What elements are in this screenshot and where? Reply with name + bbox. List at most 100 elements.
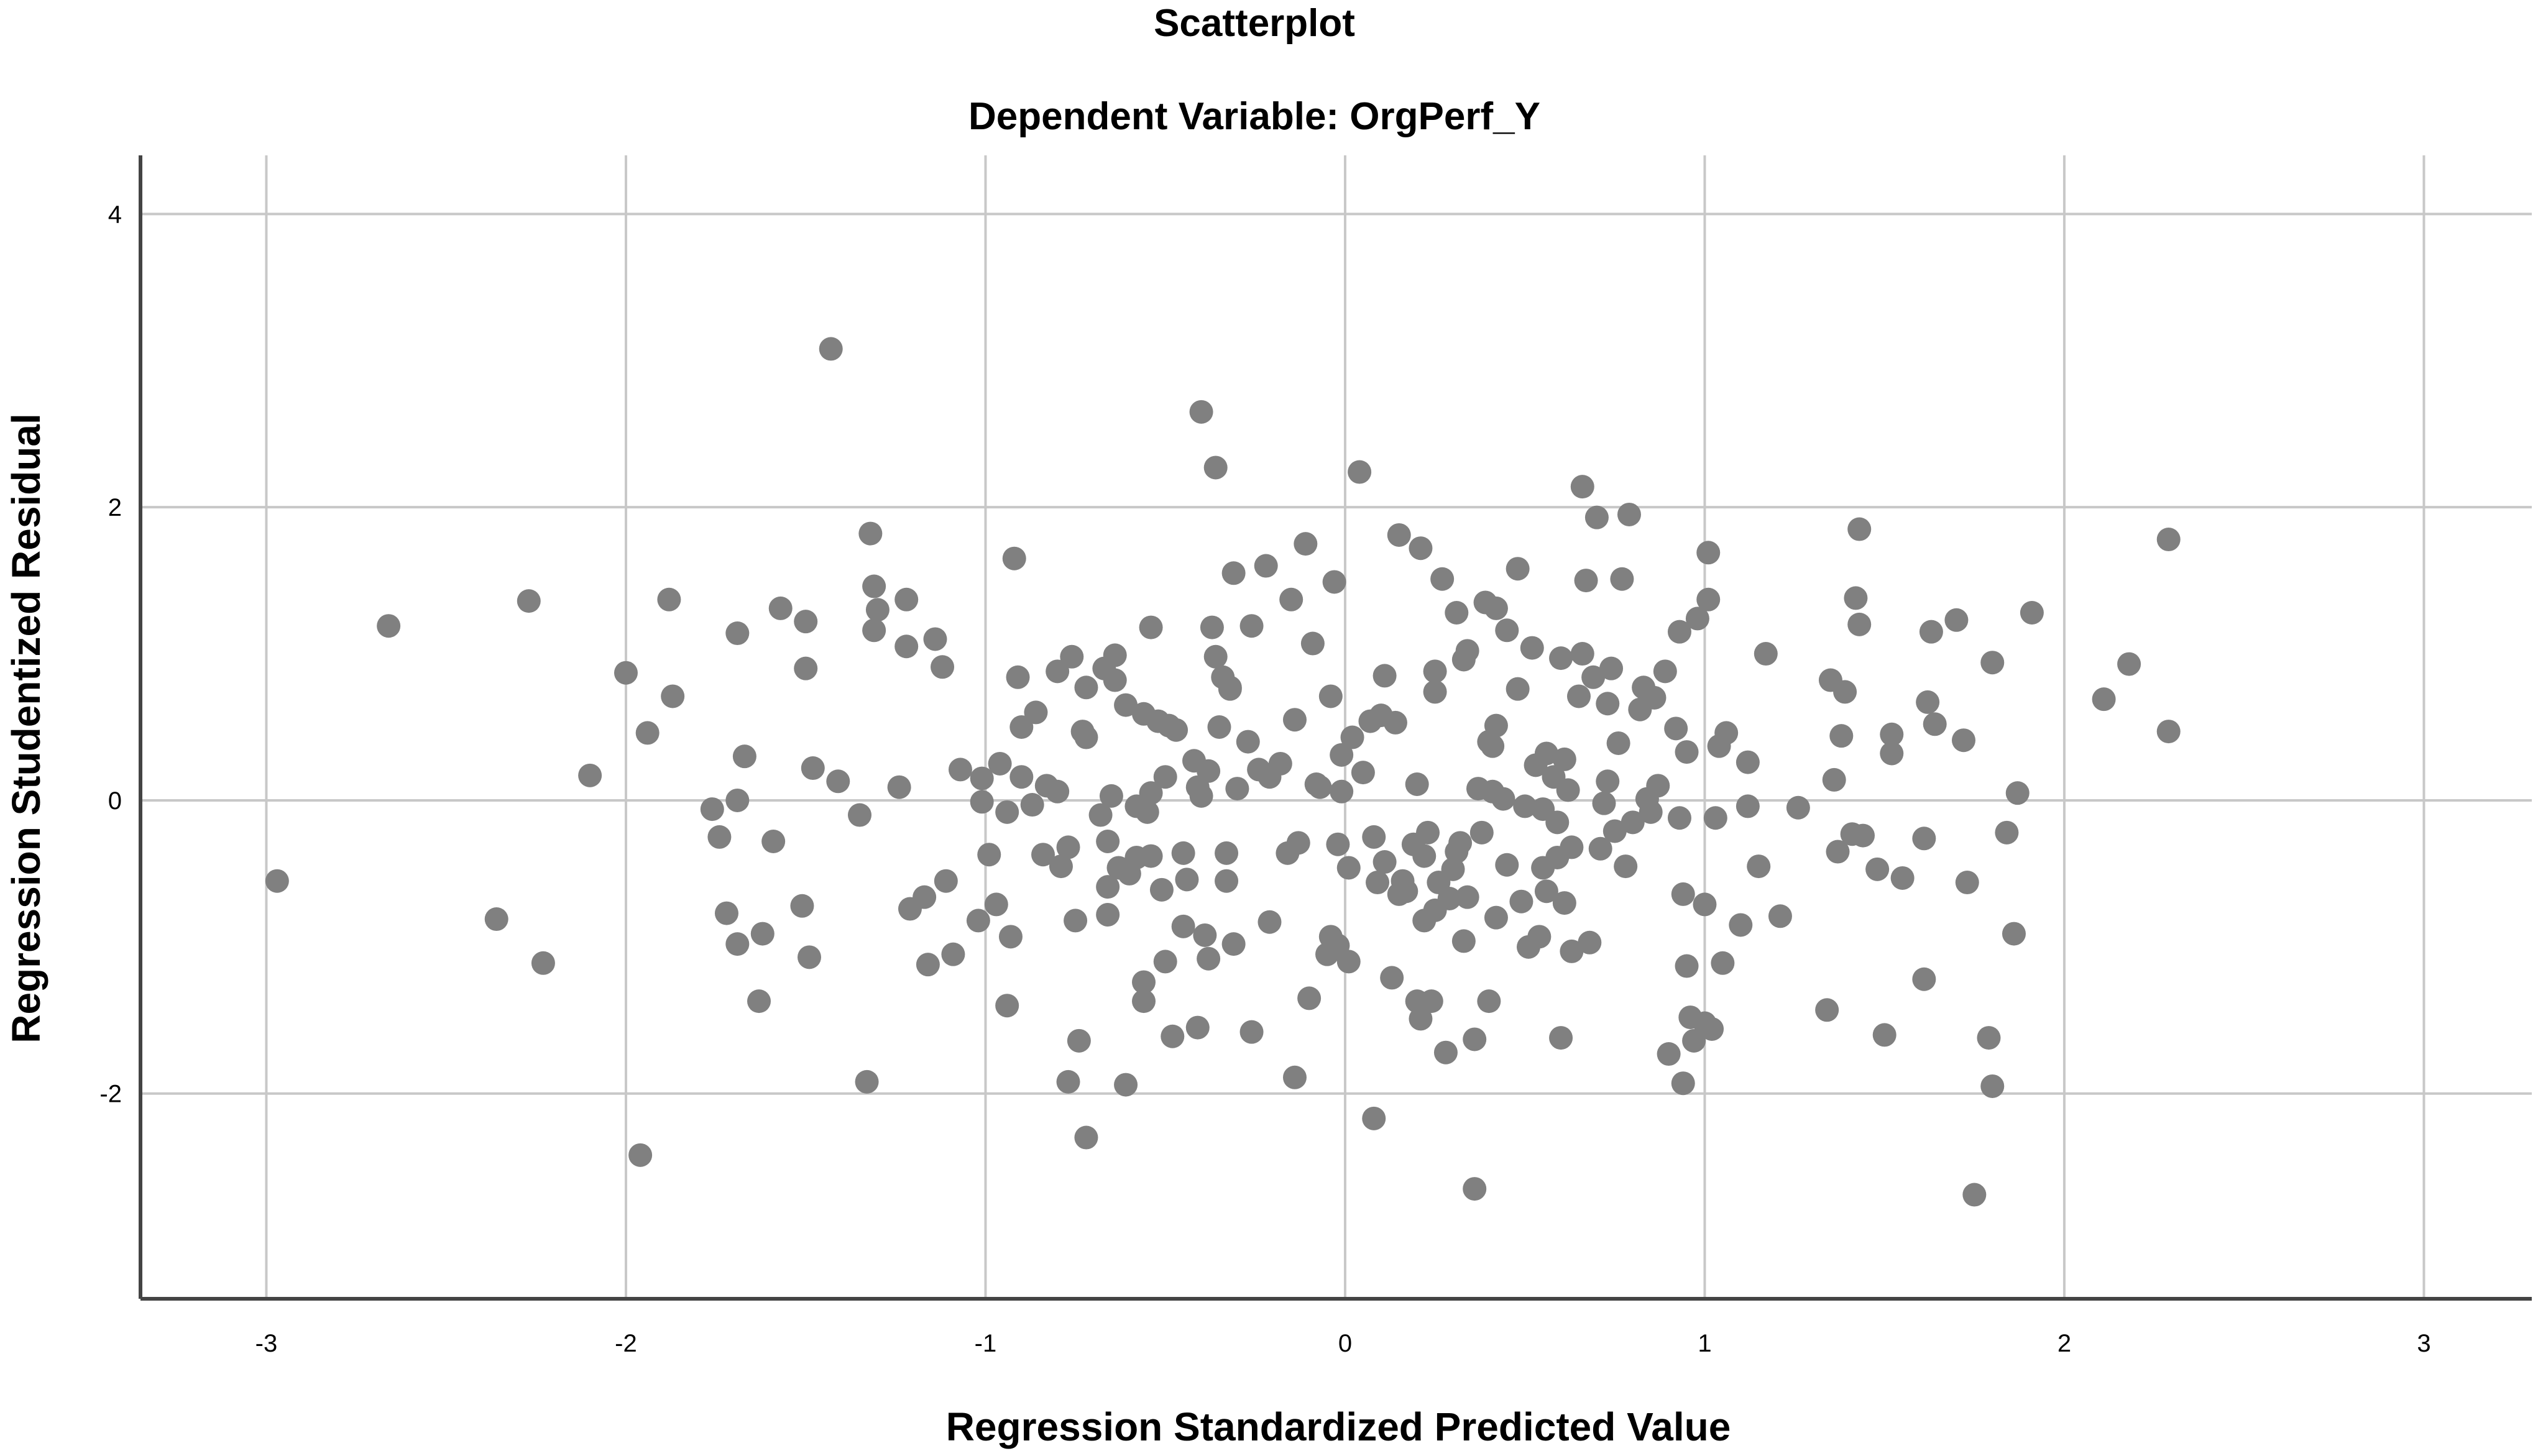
scatter-point [1423, 659, 1447, 684]
scatter-point [1560, 939, 1584, 963]
scatter-point [1455, 639, 1479, 663]
scatter-point [794, 610, 818, 634]
scatter-point [1153, 950, 1177, 974]
scatter-point [2156, 720, 2181, 744]
scatter-point [1318, 684, 1343, 708]
scatter-point [2020, 601, 2044, 625]
scatter-point [1463, 1177, 1487, 1201]
scatter-point [1653, 659, 1677, 684]
scatter-point [847, 803, 871, 827]
scatter-point [1056, 835, 1080, 859]
scatter-point [1197, 759, 1221, 783]
scatter-point [700, 797, 724, 822]
scatter-point [1074, 725, 1098, 749]
scatter-point [1606, 731, 1630, 755]
scatter-point [1880, 722, 1904, 746]
scatter-point [1197, 946, 1221, 971]
scatter-point [1980, 651, 2005, 675]
scatter-point [1581, 665, 1606, 689]
scatter-point [1336, 950, 1361, 974]
x-tick-label: -2 [615, 1330, 637, 1357]
scatter-point [1268, 751, 1292, 776]
scatter-point [1495, 618, 1519, 643]
scatter-point [1578, 930, 1602, 955]
scatter-point [1592, 791, 1616, 815]
y-axis-title: Regression Studentized Residual [4, 413, 48, 1043]
scatter-point [1448, 831, 1473, 855]
scatter-point [931, 655, 955, 679]
scatter-point [1711, 951, 1735, 975]
x-axis-title: Regression Standardized Predicted Value [946, 1404, 1731, 1449]
scatter-point [377, 614, 401, 638]
scatter-point [790, 894, 814, 918]
x-tick-label: 0 [1338, 1330, 1352, 1357]
scatter-point [1161, 1024, 1185, 1048]
scatter-point [2092, 687, 2116, 712]
scatter-point [1955, 871, 1979, 895]
scatter-point [1610, 567, 1634, 591]
scatter-point [1326, 832, 1350, 856]
scatter-point [1239, 614, 1264, 638]
scatter-point [635, 721, 660, 745]
scatter-point [1189, 400, 1213, 424]
scatter-point [1455, 885, 1479, 909]
scatter-point [1919, 620, 1943, 644]
scatter-point [747, 989, 771, 1014]
scatter-point [1088, 803, 1113, 827]
scatter-point [1409, 536, 1433, 561]
scatter-point [998, 925, 1023, 949]
scatter-point [1308, 775, 1332, 799]
scatter-point [1596, 692, 1620, 716]
scatter-point [1495, 853, 1519, 877]
scatter-point [1844, 586, 1868, 610]
scatter-point [1639, 800, 1663, 824]
scatter-point [1020, 793, 1044, 817]
scatter-point [578, 763, 602, 787]
scatter-point [1297, 986, 1322, 1010]
scatter-point [798, 945, 822, 969]
scatter-point [1865, 857, 1890, 881]
scatter-point [1693, 892, 1717, 917]
scatter-point [1009, 765, 1034, 789]
scatter-point [1729, 913, 1753, 937]
scatter-point [1682, 1028, 1706, 1053]
scatter-point [1441, 857, 1465, 881]
scatter-point [1484, 596, 1508, 620]
y-tick-label: 2 [108, 494, 122, 521]
scatter-point [855, 1069, 879, 1094]
x-tick-label: -1 [975, 1330, 997, 1357]
scatter-point [916, 953, 940, 977]
scatter-point [1366, 871, 1390, 895]
scatter-point [1506, 557, 1530, 581]
scatter-point [1445, 601, 1469, 625]
scatter-point [1549, 646, 1573, 671]
scatter-point [1815, 998, 1839, 1022]
y-tick-label: 4 [108, 201, 122, 228]
scatter-point [1046, 659, 1070, 684]
scatter-point [794, 656, 818, 680]
scatter-point [1300, 631, 1325, 656]
scatter-point [1239, 1020, 1264, 1044]
scatter-point [1890, 866, 1915, 890]
tick-labels: -3 -2 -1 0 1 2 3 -2 0 2 4 [99, 201, 2430, 1357]
scatter-point [661, 684, 685, 708]
scatter-point [1221, 561, 1246, 585]
scatter-point [865, 598, 890, 622]
scatter-point [1534, 879, 1558, 904]
scatter-point [1880, 741, 1904, 766]
scatter-point [1348, 460, 1372, 484]
scatter-point [1851, 823, 1875, 848]
data-points [265, 337, 2181, 1207]
scatter-point [1570, 642, 1594, 666]
scatter-point [1477, 989, 1501, 1014]
scatter-point [1664, 717, 1688, 741]
scatter-point [1189, 784, 1213, 808]
scatter-point [725, 621, 750, 646]
scatter-point [2156, 528, 2181, 552]
scatter-point [1923, 712, 1947, 736]
scatter-point [614, 661, 638, 685]
x-tick-label: 3 [2417, 1330, 2430, 1357]
scatter-point [1826, 840, 1850, 864]
scatter-point [1282, 1065, 1307, 1089]
